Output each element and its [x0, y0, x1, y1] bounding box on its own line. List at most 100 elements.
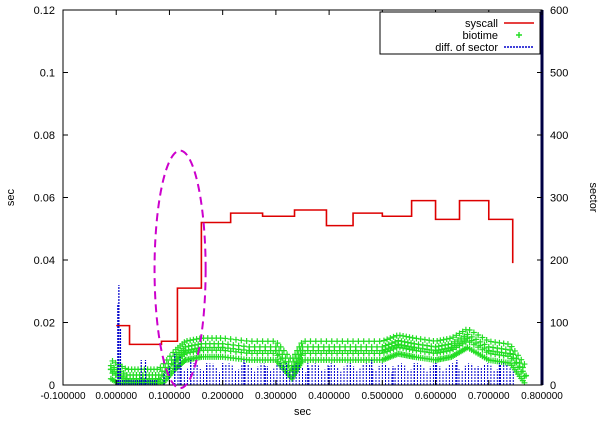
series-biotime-point [262, 343, 269, 350]
series-biotime-point [475, 332, 482, 338]
series-biotime-point [355, 338, 362, 345]
series-biotime-point [419, 342, 426, 348]
series-biotime-point [435, 343, 442, 350]
series-biotime-point [195, 341, 202, 348]
series-biotime-point [446, 347, 453, 354]
series-biotime-point [120, 370, 127, 377]
series-biotime-point [417, 336, 424, 343]
series-biotime-point [224, 341, 231, 348]
series-biotime-point [240, 343, 247, 350]
series-biotime-point [331, 343, 338, 350]
series-biotime-point [344, 338, 351, 345]
series-biotime-point [379, 347, 386, 354]
series-biotime-point [344, 350, 351, 357]
series-biotime-point [459, 328, 466, 335]
series-biotime-point [280, 347, 287, 354]
series-biotime-point [304, 343, 311, 350]
series-biotime-point [437, 349, 444, 356]
series-biotime-point [315, 343, 322, 350]
series-biotime-point [519, 364, 526, 371]
series-biotime-point [318, 350, 325, 357]
series-biotime-point [259, 338, 266, 345]
series-biotime-point [390, 346, 397, 353]
series-biotime-point [155, 375, 162, 382]
x-tick-label: 0.600000 [415, 391, 457, 402]
series-biotime-point [284, 351, 291, 358]
legend-label: diff. of sector [435, 42, 498, 54]
series-biotime-point [312, 338, 319, 345]
series-biotime-point [339, 350, 346, 357]
y2-tick-label: 100 [550, 318, 568, 330]
series-biotime-point [443, 336, 450, 343]
series-biotime-point [285, 358, 292, 365]
series-biotime-point [448, 344, 455, 351]
series-biotime-point [384, 348, 391, 355]
series-biotime-point [222, 335, 229, 342]
series-biotime-point [481, 341, 488, 348]
series-biotime-point [366, 350, 373, 357]
y2-tick-label: 400 [550, 130, 568, 142]
series-biotime-point [516, 360, 523, 367]
series-biotime-point [318, 338, 325, 345]
legend-label: biotime [463, 30, 498, 42]
series-biotime-point [307, 350, 314, 357]
series-biotime-point [264, 338, 271, 345]
series-biotime-point [473, 336, 480, 343]
series-biotime-point [302, 338, 309, 345]
series-biotime-point [507, 350, 514, 357]
series-biotime-point [413, 335, 420, 342]
series-biotime-point [264, 350, 271, 357]
series-biotime-point [298, 352, 305, 359]
series-biotime-point [248, 338, 255, 345]
series-biotime-point [468, 333, 475, 340]
series-biotime-point [434, 337, 441, 344]
series-biotime-point [320, 343, 327, 350]
series-biotime-point [334, 350, 341, 357]
series-biotime-point [307, 338, 314, 345]
series-biotime-point [403, 333, 410, 340]
series-biotime-point [230, 342, 237, 348]
series-biotime-point [438, 342, 445, 349]
x-tick-label: 0.400000 [308, 391, 350, 402]
y-tick-label: 0.04 [34, 255, 55, 267]
series-biotime-point [521, 361, 528, 368]
series-biotime-point [498, 345, 505, 352]
series-biotime-point [459, 340, 466, 347]
series-biotime-point [187, 349, 194, 356]
series-biotime-point [111, 364, 118, 371]
y-tick-label: 0 [49, 380, 55, 392]
y2-tick-label: 600 [550, 5, 568, 17]
y-axis-label: sec [5, 188, 17, 206]
series-biotime-point [107, 366, 114, 373]
series-biotime-point [184, 337, 191, 344]
series-biotime-point [518, 356, 525, 363]
series-biotime-point [328, 338, 335, 345]
series-biotime-point [380, 337, 387, 344]
series-biotime-point [347, 343, 354, 350]
x-tick-label: 0.500000 [361, 391, 403, 402]
series-biotime-point [461, 333, 468, 340]
series-biotime-point [396, 332, 403, 339]
series-biotime-point [384, 336, 391, 343]
series-biotime-point [511, 347, 518, 354]
x-tick-label: 0.800000 [521, 391, 563, 402]
series-biotime-point [246, 347, 253, 354]
series-biotime-point [385, 341, 392, 348]
series-biotime-point [339, 338, 346, 345]
series-biotime-point [415, 341, 422, 348]
series-biotime-point [288, 366, 295, 373]
series-biotime-point [492, 339, 499, 346]
series-biotime-point [479, 334, 486, 341]
series-biotime-point [366, 338, 373, 345]
y2-axis-label: sector [587, 183, 599, 213]
series-biotime-point [193, 336, 200, 343]
series-biotime-point [440, 336, 447, 343]
series-biotime-point [508, 343, 515, 350]
series-biotime-point [254, 350, 261, 357]
series-biotime-point [190, 336, 197, 343]
x-tick-label: 0.100000 [149, 391, 191, 402]
annotation-ellipse [153, 149, 207, 390]
series-biotime-point [504, 341, 511, 348]
series-biotime-point [326, 347, 333, 354]
